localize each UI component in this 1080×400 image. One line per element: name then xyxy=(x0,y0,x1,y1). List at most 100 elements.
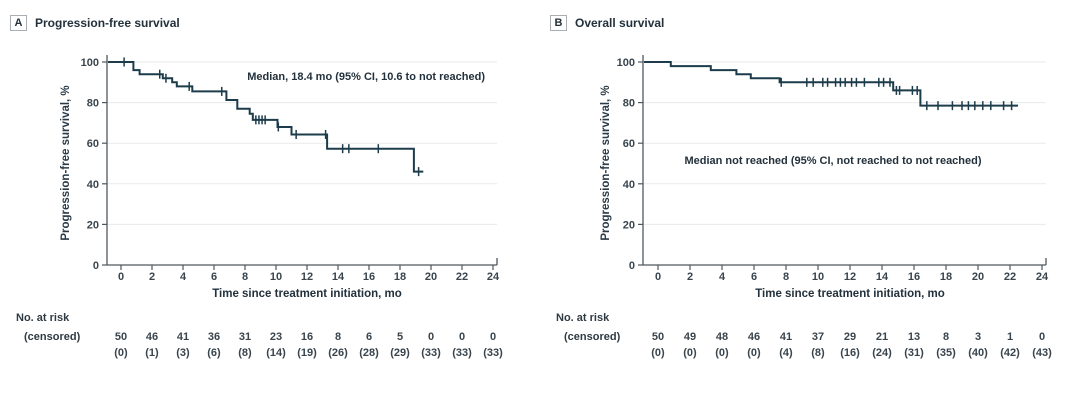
censored-count: (35) xyxy=(936,347,956,359)
y-tick-label: 20 xyxy=(87,219,99,231)
x-tick-label: 24 xyxy=(487,271,500,283)
x-tick-label: 14 xyxy=(876,271,889,283)
y-tick-label: 100 xyxy=(81,57,99,69)
x-tick-labels: 0 2 4 6 8 10 12 14 16 18 20 22 24 xyxy=(118,271,500,283)
at-risk-count: 50 xyxy=(652,331,664,343)
at-risk-count: 41 xyxy=(177,331,189,343)
censored-count: (31) xyxy=(904,347,924,359)
censor-marks xyxy=(780,77,1013,111)
x-axis-label: Time since treatment initiation, mo xyxy=(755,288,945,300)
x-tick-label: 14 xyxy=(332,271,345,283)
censored-count: (29) xyxy=(390,347,410,359)
censored-count: (14) xyxy=(266,347,286,359)
km-curve xyxy=(644,61,1018,107)
at-risk-count: 36 xyxy=(208,331,220,343)
censored-count: (0) xyxy=(747,347,761,359)
gridlines xyxy=(643,61,1046,225)
risk-row-at-risk: 50 49 48 46 41 37 29 21 13 8 3 1 0 xyxy=(652,331,1045,343)
y-tick-label: 60 xyxy=(623,138,635,150)
y-tick-label: 80 xyxy=(87,98,99,110)
censored-count: (33) xyxy=(452,347,472,359)
censored-count: (33) xyxy=(483,347,503,359)
median-annotation: Median not reached (95% CI, not reached … xyxy=(684,155,982,167)
censored-count: (1) xyxy=(145,347,159,359)
panel-overall-survival: 0 20 40 60 80 100 0 2 4 6 8 10 12 14 16 18 20 22 24 50 49 48 4… xyxy=(540,0,1080,400)
risk-table-label: No. at risk xyxy=(556,312,610,324)
panel-letter-badge: B xyxy=(550,15,567,31)
panel-progression-free-survival: 0 20 40 60 80 100 0 2 4 6 8 10 12 14 16 18 20 22 24 50 46 41 3… xyxy=(10,15,503,359)
km-curve xyxy=(108,61,424,173)
y-tick-label: 100 xyxy=(617,57,635,69)
censored-count: (0) xyxy=(651,347,665,359)
at-risk-count: 6 xyxy=(366,331,372,343)
at-risk-count: 46 xyxy=(748,331,760,343)
risk-row-censored: (0) (0) (0) (0) (4) (8) (16) (24) (31) (35) (40) (4… xyxy=(651,347,1052,359)
x-tick-label: 18 xyxy=(394,271,406,283)
y-tick-labels: 0 20 40 60 80 100 xyxy=(81,57,99,272)
at-risk-count: 8 xyxy=(943,331,949,343)
censor-marks xyxy=(123,57,420,177)
panel-header: B Overall survival xyxy=(550,15,664,31)
censored-count: (19) xyxy=(297,347,317,359)
x-tick-label: 24 xyxy=(1036,271,1049,283)
censored-count: (16) xyxy=(840,347,860,359)
x-tick-label: 8 xyxy=(242,271,248,283)
y-tick-label: 0 xyxy=(93,260,99,272)
x-tick-label: 20 xyxy=(972,271,984,283)
km-step-path xyxy=(644,61,1018,107)
censored-count: (28) xyxy=(359,347,379,359)
at-risk-count: 0 xyxy=(428,331,434,343)
x-tick-label: 20 xyxy=(425,271,437,283)
y-tick-labels: 0 20 40 60 80 100 xyxy=(617,57,635,272)
x-tick-label: 4 xyxy=(719,271,726,283)
gridlines xyxy=(107,61,497,225)
panel-header: A Progression-free survival xyxy=(10,15,180,31)
x-tick-label: 10 xyxy=(270,271,282,283)
at-risk-count: 46 xyxy=(146,331,158,343)
risk-row-censored: (0) (1) (3) (6) (8) (14) (19) (26) (28) (29) (33) (… xyxy=(114,347,503,359)
at-risk-count: 0 xyxy=(490,331,496,343)
at-risk-count: 31 xyxy=(239,331,251,343)
x-tick-label: 18 xyxy=(940,271,952,283)
x-tick-label: 4 xyxy=(180,271,187,283)
at-risk-count: 13 xyxy=(908,331,920,343)
axes xyxy=(102,55,498,270)
at-risk-count: 8 xyxy=(335,331,341,343)
censored-count: (42) xyxy=(1000,347,1020,359)
at-risk-count: 50 xyxy=(115,331,127,343)
y-tick-label: 60 xyxy=(87,138,99,150)
censored-count: (40) xyxy=(968,347,988,359)
at-risk-count: 0 xyxy=(1039,331,1045,343)
x-tick-label: 2 xyxy=(149,271,155,283)
at-risk-count: 41 xyxy=(780,331,792,343)
at-risk-count: 21 xyxy=(876,331,888,343)
panel-letter-badge: A xyxy=(10,15,27,31)
y-tick-label: 80 xyxy=(623,98,635,110)
at-risk-count: 23 xyxy=(270,331,282,343)
panel-title: Progression-free survival xyxy=(35,16,180,30)
x-tick-label: 16 xyxy=(363,271,375,283)
risk-table-sublabel: (censored) xyxy=(564,331,621,343)
y-tick-label: 0 xyxy=(629,260,635,272)
at-risk-count: 37 xyxy=(812,331,824,343)
censored-count: (4) xyxy=(779,347,793,359)
x-tick-label: 22 xyxy=(456,271,468,283)
x-tick-label: 0 xyxy=(655,271,661,283)
x-tick-label: 12 xyxy=(844,271,856,283)
censored-count: (26) xyxy=(328,347,348,359)
censored-count: (24) xyxy=(872,347,892,359)
risk-table-sublabel: (censored) xyxy=(24,331,81,343)
censored-count: (0) xyxy=(683,347,697,359)
x-tick-label: 6 xyxy=(211,271,217,283)
censored-count: (3) xyxy=(176,347,190,359)
censored-count: (6) xyxy=(207,347,221,359)
axes xyxy=(638,55,1047,270)
at-risk-count: 49 xyxy=(684,331,696,343)
at-risk-count: 1 xyxy=(1007,331,1013,343)
x-tick-label: 16 xyxy=(908,271,920,283)
x-tick-label: 22 xyxy=(1004,271,1016,283)
risk-row-at-risk: 50 46 41 36 31 23 16 8 6 5 0 0 0 xyxy=(115,331,496,343)
